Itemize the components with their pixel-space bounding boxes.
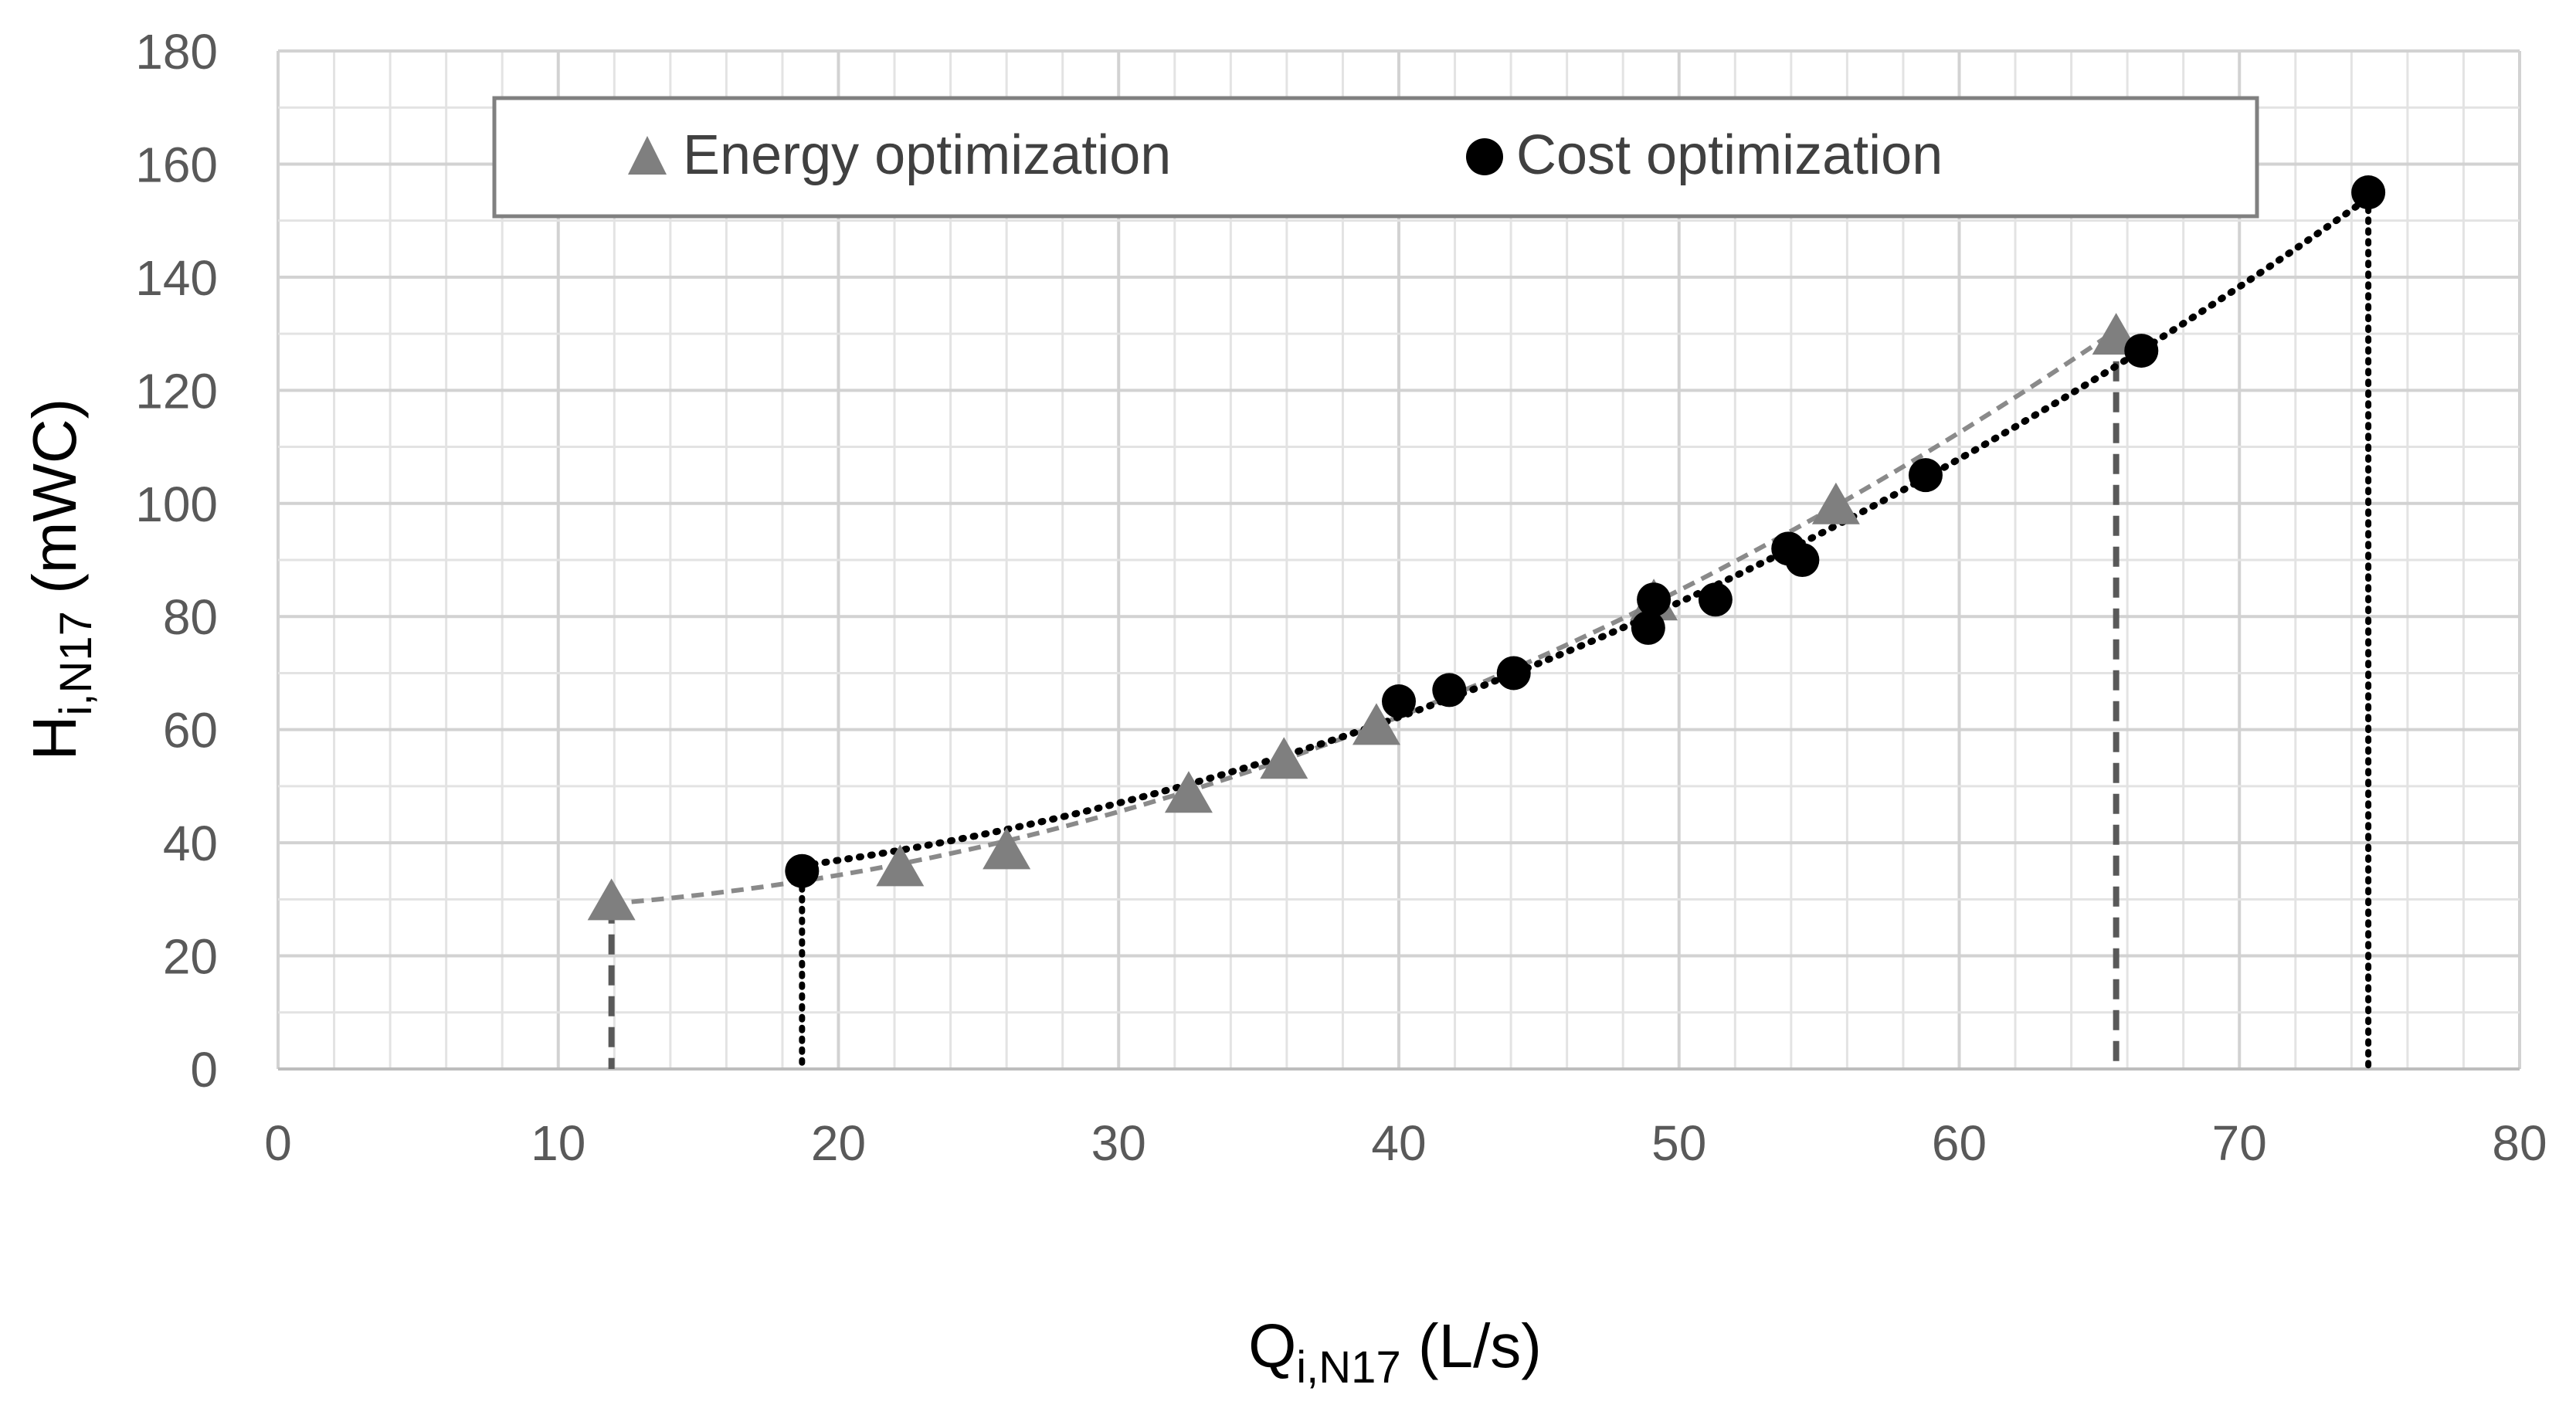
cost-point-circle bbox=[1637, 582, 1672, 617]
y-tick-label: 180 bbox=[135, 24, 218, 80]
x-tick-label: 10 bbox=[531, 1115, 585, 1171]
legend-triangle-marker bbox=[628, 136, 667, 175]
x-tick-label: 50 bbox=[1651, 1115, 1706, 1171]
energy-point-triangle bbox=[1352, 703, 1400, 745]
x-tick-label: 20 bbox=[811, 1115, 866, 1171]
x-axis-title-main: Q bbox=[1248, 1312, 1296, 1380]
drop-lines bbox=[608, 195, 2372, 1072]
x-tick-label: 80 bbox=[2492, 1115, 2547, 1171]
cost-point-circle bbox=[1908, 458, 1943, 493]
energy-point-triangle bbox=[1811, 482, 1860, 524]
y-tick-label: 120 bbox=[135, 363, 218, 419]
cost-point-circle bbox=[785, 853, 820, 888]
legend-cost-label: Cost optimization bbox=[1516, 124, 1943, 186]
energy-point-triangle bbox=[876, 844, 925, 887]
energy-point-triangle bbox=[1260, 737, 1308, 779]
x-tick-label: 60 bbox=[1932, 1115, 1987, 1171]
y-tick-label: 0 bbox=[190, 1042, 218, 1098]
y-axis-title-unit: (mWC) bbox=[20, 399, 89, 611]
gridlines bbox=[277, 49, 2521, 1071]
energy-point-triangle bbox=[983, 827, 1031, 870]
y-tick-label: 20 bbox=[163, 929, 218, 985]
x-tick-label: 0 bbox=[264, 1115, 292, 1171]
cost-point-circle bbox=[1496, 656, 1531, 691]
x-axis-title: Qi,N17 (L/s) bbox=[1248, 1312, 1542, 1393]
energy-point-triangle bbox=[587, 878, 636, 921]
trendlines bbox=[611, 194, 2372, 906]
y-axis-title-sub: i,N17 bbox=[51, 611, 101, 715]
x-tick-label: 30 bbox=[1091, 1115, 1146, 1171]
y-tick-label: 100 bbox=[135, 477, 218, 532]
x-tick-label: 70 bbox=[2212, 1115, 2267, 1171]
y-axis-title: Hi,N17 (mWC) bbox=[20, 399, 101, 761]
y-tick-label: 40 bbox=[163, 816, 218, 871]
cost-point-circle bbox=[1382, 684, 1416, 719]
legend-box bbox=[492, 96, 2259, 219]
legend-circle-marker bbox=[1466, 138, 1503, 175]
y-axis-title-main: H bbox=[20, 716, 89, 761]
data-markers bbox=[587, 175, 2386, 921]
cost-point-circle bbox=[1631, 610, 1665, 645]
legend-energy-label: Energy optimization bbox=[683, 124, 1171, 186]
y-tick-label: 160 bbox=[135, 137, 218, 192]
x-axis-title-unit: (L/s) bbox=[1401, 1312, 1542, 1380]
cost-point-circle bbox=[2351, 175, 2386, 210]
x-tick-labels: 0 10 20 30 40 50 60 70 80 bbox=[264, 1115, 2547, 1171]
y-tick-label: 80 bbox=[163, 589, 218, 645]
cost-point-circle bbox=[1698, 582, 1733, 617]
cost-point-circle bbox=[1785, 543, 1820, 577]
cost-point-circle bbox=[2124, 334, 2159, 368]
cost-trendline bbox=[798, 194, 2372, 870]
y-tick-labels: 0 20 40 60 80 100 120 140 160 180 bbox=[135, 24, 218, 1098]
energy-point-triangle bbox=[1164, 771, 1213, 813]
legend: Energy optimization Cost optimization bbox=[492, 96, 2259, 219]
y-tick-label: 60 bbox=[163, 703, 218, 758]
cost-point-circle bbox=[1432, 673, 1467, 708]
x-tick-label: 40 bbox=[1371, 1115, 1426, 1171]
x-axis-title-sub: i,N17 bbox=[1296, 1342, 1400, 1393]
y-tick-label: 140 bbox=[135, 250, 218, 306]
